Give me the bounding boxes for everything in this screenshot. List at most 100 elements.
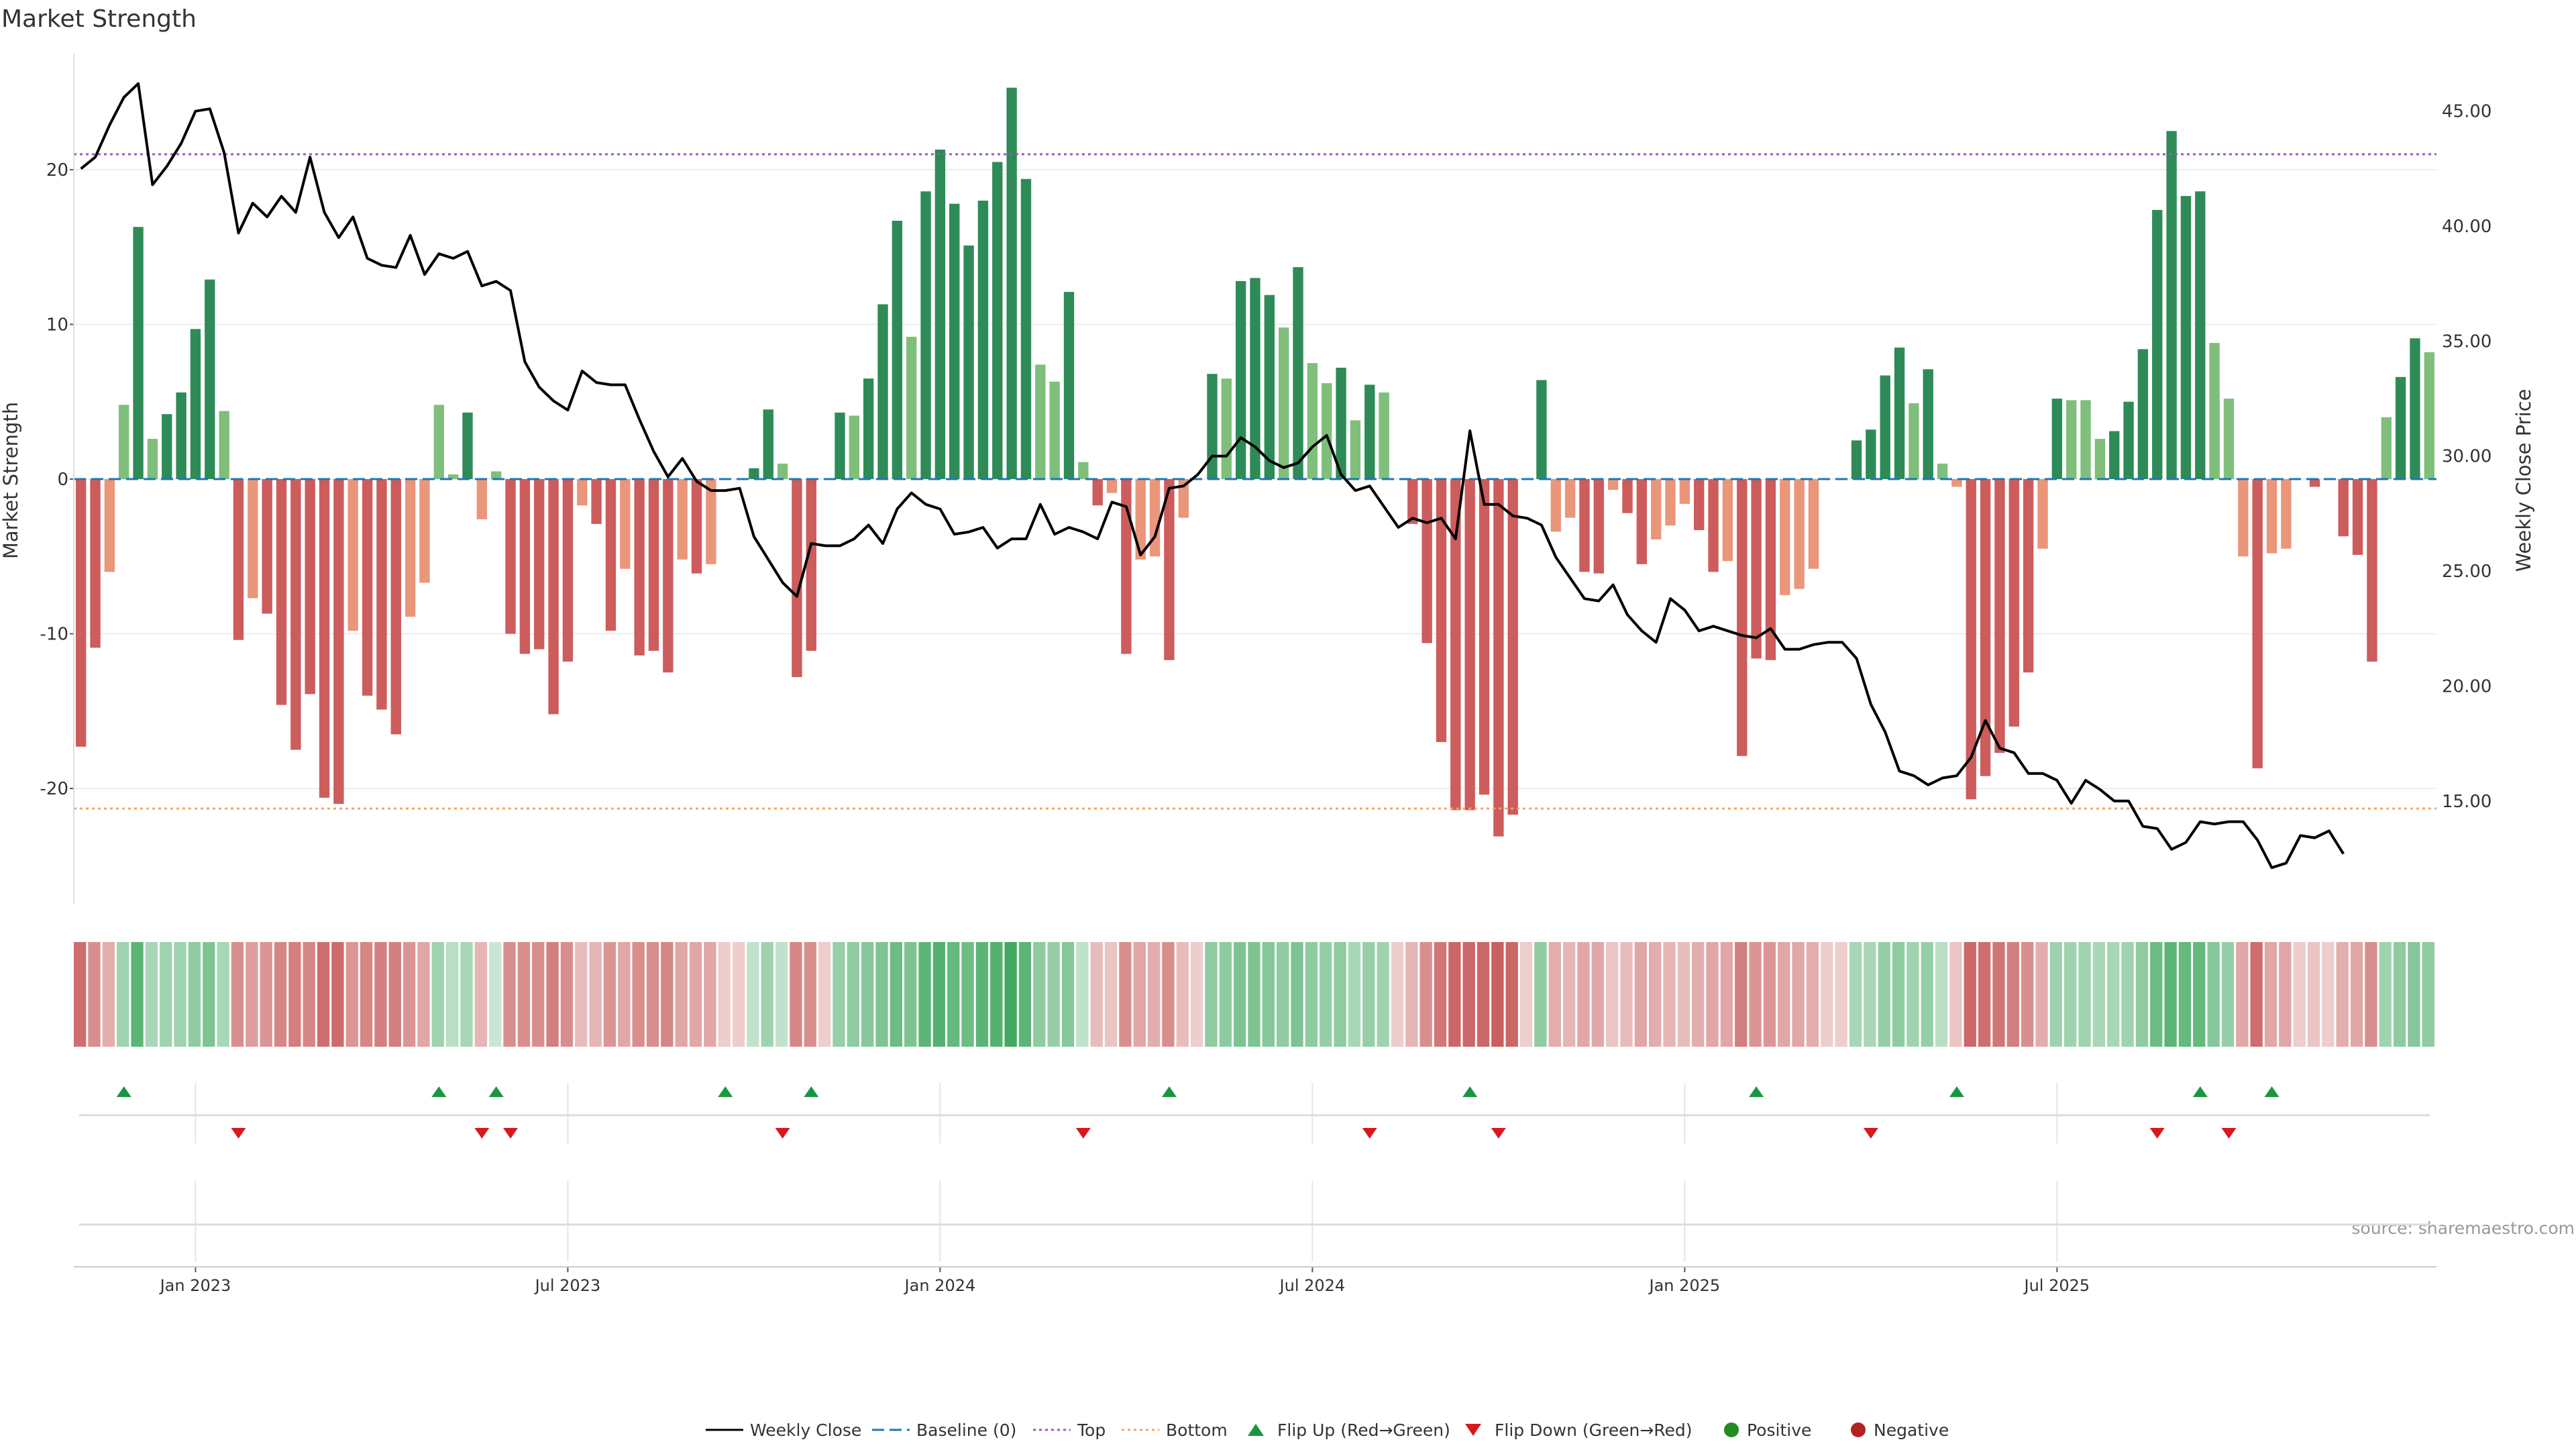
y2-tick-label: 40.00 <box>2442 217 2491 237</box>
legend-weekly-close-label: Weekly Close <box>750 1420 861 1440</box>
heat-strip-cell <box>747 942 759 1047</box>
heat-strip-cell <box>632 942 645 1047</box>
strength-bar <box>262 479 272 614</box>
strength-bar <box>162 414 172 479</box>
flip-up-marker <box>116 1086 131 1097</box>
strength-bar <box>1307 363 1318 479</box>
y-tick-label: 20 <box>46 160 68 180</box>
strength-bar <box>2309 479 2320 487</box>
strength-bar <box>2066 400 2077 479</box>
legend-flip-up: Flip Up (Red→Green) <box>1248 1420 1450 1440</box>
strength-bar <box>1235 280 1246 479</box>
heat-strip-cell <box>861 942 874 1047</box>
flip-down-marker <box>2149 1128 2165 1139</box>
heat-strip-cell <box>1133 942 1146 1047</box>
strength-bar <box>1049 381 1060 479</box>
heat-strip <box>74 942 2434 1047</box>
strength-bar <box>2008 479 2019 727</box>
flip-down-marker <box>2221 1128 2237 1139</box>
strength-bar <box>1250 278 1260 479</box>
y2-tick-label: 30.00 <box>2442 447 2491 467</box>
heat-strip-cell <box>1505 942 1518 1047</box>
strength-bar <box>1851 440 1862 479</box>
flip-up-marker <box>2264 1086 2279 1097</box>
heat-strip-cell <box>2064 942 2077 1047</box>
heat-strip-cell <box>445 942 459 1047</box>
heat-strip-cell <box>1792 942 1805 1047</box>
legend-bottom: Bottom <box>1122 1420 1228 1440</box>
x-tick-label: Jul 2024 <box>1279 1276 1346 1295</box>
x-tick-label: Jul 2023 <box>534 1276 601 1295</box>
heat-strip-cell <box>331 942 344 1047</box>
heat-strip-cell <box>1835 942 1847 1047</box>
heat-strip-cell <box>2379 942 2392 1047</box>
strength-bar <box>2338 479 2349 537</box>
strength-bar <box>1336 368 1346 479</box>
heat-strip-cell <box>904 942 917 1047</box>
strength-bar <box>691 479 702 574</box>
heat-strip-cell <box>1548 942 1561 1047</box>
strength-bar <box>1593 479 1604 574</box>
strength-bar <box>634 479 645 656</box>
heat-strip-cell <box>1649 942 1662 1047</box>
strength-bar <box>2152 209 2163 479</box>
heat-strip-cell <box>1190 942 1203 1047</box>
heat-strip-cell <box>618 942 631 1047</box>
heat-strip-cell <box>174 942 186 1047</box>
strength-bar <box>1164 479 1175 660</box>
strength-bar <box>1564 479 1576 518</box>
flip-down-marker <box>503 1128 519 1139</box>
strength-bar <box>1293 267 1303 479</box>
strength-bar <box>1994 479 2005 754</box>
strength-bar <box>1923 369 1933 479</box>
strength-bar <box>1121 479 1132 654</box>
strength-bar <box>2367 479 2377 662</box>
strength-bar <box>248 479 258 599</box>
legend-baseline: Baseline (0) <box>872 1420 1016 1440</box>
strength-bar <box>1078 462 1089 479</box>
strength-bar <box>1765 479 1776 660</box>
strength-bar <box>2051 399 2063 479</box>
flip-up-marker <box>1161 1086 1177 1097</box>
heat-strip-cell <box>2035 942 2048 1047</box>
heat-strip-cell <box>1692 942 1705 1047</box>
heat-strip-cell <box>1778 942 1790 1047</box>
strength-bar <box>2094 439 2106 479</box>
heat-strip-cell <box>1864 942 1876 1047</box>
heat-strip-cell <box>1591 942 1604 1047</box>
strength-bar <box>663 479 674 673</box>
strength-bar <box>390 479 401 735</box>
heat-strip-cell <box>1749 942 1762 1047</box>
strength-bar <box>305 479 315 694</box>
legend-negative: Negative <box>1851 1420 1949 1440</box>
heat-strip-cell <box>975 942 989 1047</box>
heat-strip-cell <box>503 942 516 1047</box>
heat-strip-cell <box>1462 942 1475 1047</box>
heat-strip-cell <box>2207 942 2220 1047</box>
strength-bar <box>620 479 631 569</box>
strength-bar <box>2424 352 2435 479</box>
strength-bar <box>1880 375 1890 479</box>
strength-bar <box>1479 479 1490 795</box>
heat-strip-cell <box>560 942 574 1047</box>
strength-bar <box>1436 479 1447 742</box>
strength-bar <box>104 479 115 572</box>
flip-down-marker <box>231 1128 246 1139</box>
heat-strip-cell <box>2250 942 2263 1047</box>
strength-bar <box>1622 479 1633 513</box>
strength-bar <box>2023 479 2034 673</box>
strength-bar <box>1650 479 1662 539</box>
strength-bar <box>849 415 860 479</box>
flip-up-marker <box>804 1086 819 1097</box>
heat-strip-cell <box>2236 942 2249 1047</box>
negative-dot-icon <box>1851 1422 1866 1437</box>
y2-axis-label: Weekly Close Price <box>2512 389 2535 572</box>
flip-up-marker <box>431 1086 447 1097</box>
heat-strip-cell <box>345 942 358 1047</box>
heat-strip-cell <box>790 942 802 1047</box>
legend-weekly-close: Weekly Close <box>706 1420 861 1440</box>
heat-strip-cell <box>1706 942 1719 1047</box>
heat-strip-cell <box>2264 942 2277 1047</box>
heat-strip-cell <box>217 942 229 1047</box>
heat-strip-cell <box>1305 942 1318 1047</box>
